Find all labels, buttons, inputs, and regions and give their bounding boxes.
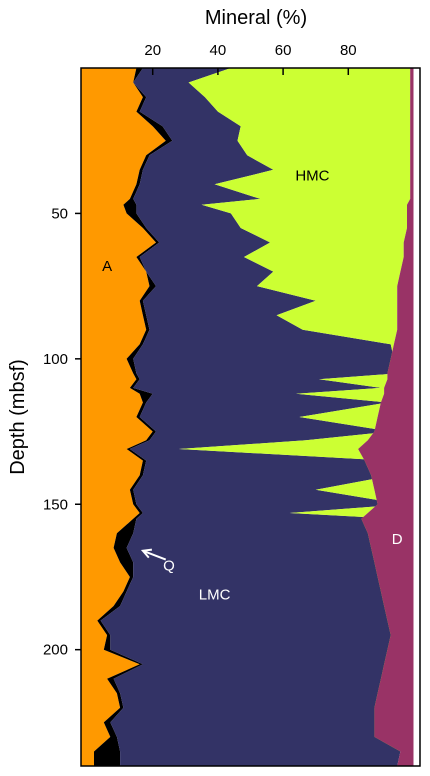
area-hmc	[178, 68, 411, 766]
region-label-lmc: LMC	[199, 586, 231, 603]
area-a	[81, 68, 166, 766]
region-labels: A HMC LMC D Q	[102, 168, 403, 604]
y-tick-label: 50	[51, 205, 68, 222]
y-tick-label: 200	[43, 642, 68, 659]
x-tick-label: 80	[340, 42, 357, 59]
area-lmc	[100, 68, 404, 766]
y-axis-title: Depth (mbsf)	[7, 359, 29, 475]
y-axis-ticks: 50 100 150 200	[43, 205, 81, 659]
region-label-a: A	[102, 258, 112, 275]
region-label-d: D	[392, 531, 403, 548]
y-tick-label: 150	[43, 496, 68, 513]
q-arrow-head	[140, 548, 153, 559]
x-tick-label: 60	[275, 42, 292, 59]
stacked-areas	[81, 68, 414, 766]
plot-frame	[80, 67, 421, 767]
x-axis-title: Mineral (%)	[205, 7, 307, 29]
region-label-hmc: HMC	[295, 168, 329, 185]
region-label-q: Q	[163, 557, 175, 574]
q-arrow-shaft	[142, 549, 167, 561]
annotations	[140, 548, 167, 561]
x-tick-label: 40	[210, 42, 227, 59]
x-axis-ticks: 20 40 60 80	[144, 42, 357, 75]
y-tick-label: 100	[43, 351, 68, 368]
area-q	[94, 68, 173, 766]
area-d	[358, 68, 414, 766]
x-tick-label: 20	[144, 42, 161, 59]
